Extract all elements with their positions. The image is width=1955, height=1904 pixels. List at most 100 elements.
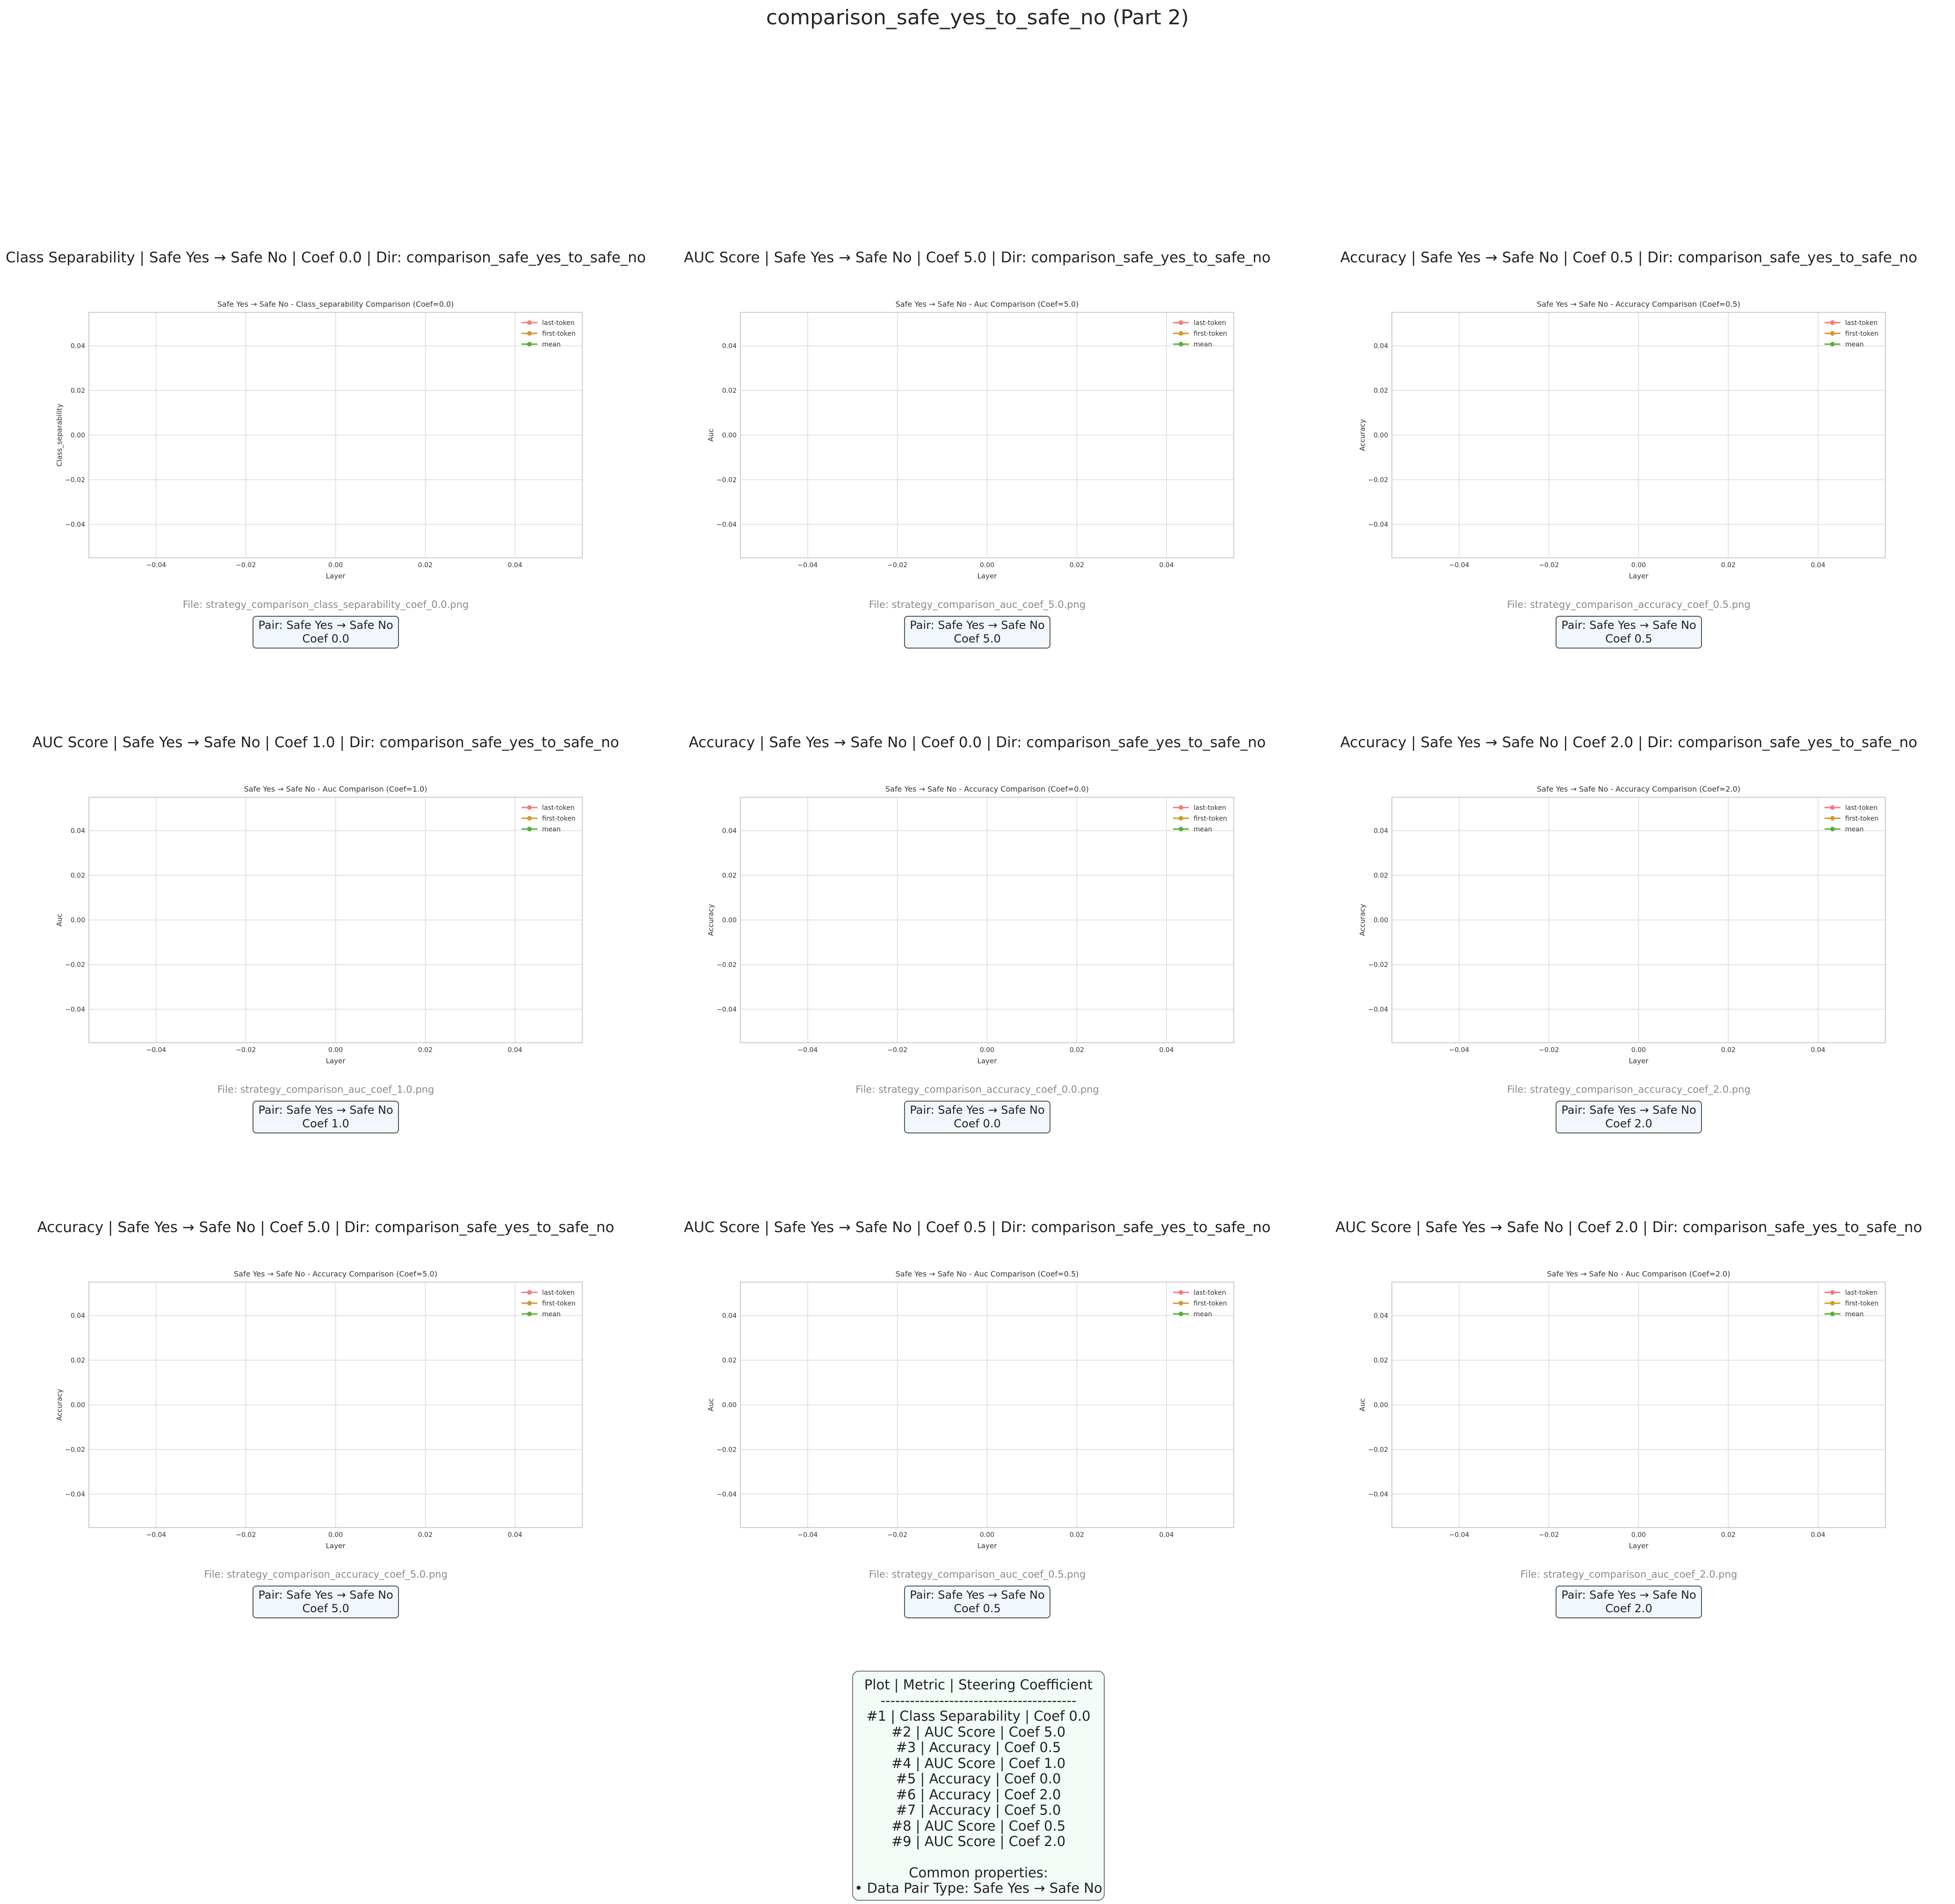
pair-label: Pair: Safe Yes → Safe No (1561, 1588, 1696, 1601)
legend-marker (1830, 1290, 1835, 1295)
y-tick-label: 0.04 (722, 1313, 737, 1320)
coef-label: Coef 1.0 (302, 1117, 349, 1130)
chart-svg: Safe Yes → Safe No - Auc Comparison (Coe… (1358, 1269, 1886, 1550)
summary-header: Plot | Metric | Steering Coefficient (864, 1677, 1093, 1693)
pair-box: Pair: Safe Yes → Safe No Coef 0.0 (652, 1101, 1303, 1133)
y-tick-label: 0.00 (1374, 917, 1388, 924)
y-tick-label: 0.04 (1374, 1313, 1388, 1320)
legend-marker (1179, 816, 1183, 821)
file-label: File: strategy_comparison_accuracy_coef_… (1507, 599, 1751, 610)
panel-title: Accuracy | Safe Yes → Safe No | Coef 5.0… (37, 1219, 615, 1236)
y-tick-label: −0.04 (65, 1491, 85, 1498)
chart-panel: Accuracy | Safe Yes → Safe No | Coef 0.0… (652, 485, 1303, 1133)
x-tick-label: −0.02 (236, 1046, 256, 1054)
plot-frame (740, 797, 1234, 1043)
coef-label: Coef 5.0 (302, 1602, 349, 1615)
legend-label: last-token (1845, 804, 1877, 812)
y-axis-label: Auc (55, 913, 64, 926)
x-tick-label: 0.02 (418, 1046, 433, 1054)
legend-marker (527, 827, 532, 831)
summary-row: #1 | Class Separability | Coef 0.0 (866, 1708, 1091, 1724)
y-tick-label: −0.02 (1368, 476, 1388, 484)
y-tick-label: 0.02 (1374, 872, 1388, 880)
x-axis-label: Layer (978, 572, 998, 580)
x-tick-label: −0.02 (1539, 1531, 1559, 1539)
legend-label: last-token (1194, 1289, 1226, 1297)
legend-marker (1830, 816, 1835, 821)
y-tick-label: 0.00 (71, 432, 85, 440)
y-axis-label: Accuracy (707, 904, 715, 936)
y-axis-label: Auc (707, 1398, 715, 1411)
file-label: File: strategy_comparison_accuracy_coef_… (855, 1084, 1099, 1095)
x-tick-label: −0.02 (887, 1531, 907, 1539)
y-tick-label: −0.02 (717, 476, 737, 484)
y-tick-label: 0.04 (1374, 343, 1388, 350)
x-tick-label: 0.02 (1721, 1531, 1736, 1539)
y-tick-label: −0.02 (717, 961, 737, 969)
legend-marker (527, 331, 532, 336)
x-tick-label: 0.04 (1811, 1046, 1825, 1054)
chart-title: Safe Yes → Safe No - Accuracy Comparison… (1537, 785, 1740, 793)
pair-box: Pair: Safe Yes → Safe No Coef 0.0 (0, 616, 652, 649)
panel-title: AUC Score | Safe Yes → Safe No | Coef 0.… (684, 1219, 1271, 1236)
pair-label: Pair: Safe Yes → Safe No (1561, 1103, 1696, 1117)
page-title: comparison_safe_yes_to_safe_no (Part 2) (766, 6, 1189, 29)
chart-panel: Accuracy | Safe Yes → Safe No | Coef 0.5… (1303, 0, 1955, 649)
x-axis-label: Layer (326, 572, 346, 580)
pair-label: Pair: Safe Yes → Safe No (1561, 619, 1696, 632)
legend-marker (1830, 1312, 1835, 1316)
summary-spacer (853, 1850, 1104, 1865)
legend-label: last-token (1194, 319, 1226, 327)
coef-label: Coef 2.0 (1605, 1602, 1652, 1615)
panel-title: Accuracy | Safe Yes → Safe No | Coef 0.5… (1340, 249, 1918, 266)
pair-box: Pair: Safe Yes → Safe No Coef 2.0 (1303, 1101, 1955, 1133)
file-label: File: strategy_comparison_auc_coef_1.0.p… (217, 1084, 434, 1095)
file-label: File: strategy_comparison_auc_coef_0.5.p… (869, 1569, 1086, 1580)
legend-marker (527, 1301, 532, 1305)
chart-title: Safe Yes → Safe No - Accuracy Comparison… (1537, 300, 1740, 309)
y-tick-label: 0.02 (1374, 1357, 1388, 1364)
pair-label: Pair: Safe Yes → Safe No (910, 619, 1045, 632)
chart-title: Safe Yes → Safe No - Accuracy Comparison… (234, 1269, 437, 1278)
legend-label: mean (1845, 1311, 1864, 1318)
panel-title: AUC Score | Safe Yes → Safe No | Coef 2.… (1335, 1219, 1922, 1236)
summary-row: #7 | Accuracy | Coef 5.0 (896, 1802, 1061, 1818)
summary-table: Plot | Metric | Steering Coefficient ---… (852, 1671, 1105, 1901)
y-tick-label: −0.04 (1368, 521, 1388, 528)
y-tick-label: −0.04 (717, 1491, 737, 1498)
x-tick-label: 0.00 (980, 562, 994, 569)
x-tick-label: 0.04 (1159, 1531, 1174, 1539)
chart-panel: Class Separability | Safe Yes → Safe No … (0, 0, 652, 649)
legend-label: mean (1194, 826, 1212, 833)
x-tick-label: −0.04 (797, 1046, 818, 1054)
x-tick-label: 0.04 (1811, 1531, 1825, 1539)
x-tick-label: 0.02 (1070, 562, 1084, 569)
x-tick-label: −0.04 (1449, 562, 1469, 569)
x-tick-label: 0.02 (1070, 1046, 1084, 1054)
y-tick-label: 0.04 (722, 343, 737, 350)
pair-box: Pair: Safe Yes → Safe No Coef 1.0 (0, 1101, 652, 1133)
coef-label: Coef 0.5 (1605, 632, 1652, 645)
chart-svg: Safe Yes → Safe No - Class_separability … (55, 300, 583, 580)
y-tick-label: 0.04 (71, 828, 85, 835)
y-tick-label: 0.02 (71, 872, 85, 880)
panel-title: AUC Score | Safe Yes → Safe No | Coef 5.… (684, 249, 1271, 266)
pair-box-inner: Pair: Safe Yes → Safe No Coef 1.0 (253, 1101, 399, 1133)
legend-marker (1179, 805, 1183, 810)
x-tick-label: −0.04 (146, 1531, 166, 1539)
legend-label: first-token (1845, 1300, 1879, 1307)
x-tick-label: −0.04 (797, 1531, 818, 1539)
legend-marker (1179, 1312, 1183, 1316)
plot-frame (88, 797, 583, 1043)
y-tick-label: 0.02 (722, 1357, 737, 1364)
x-tick-label: −0.02 (1539, 562, 1559, 569)
coef-label: Coef 0.0 (302, 632, 349, 645)
y-tick-label: 0.04 (722, 828, 737, 835)
legend-marker (1830, 331, 1835, 336)
file-label: File: strategy_comparison_accuracy_coef_… (204, 1569, 448, 1580)
plot-frame (1391, 1282, 1886, 1528)
pair-box: Pair: Safe Yes → Safe No Coef 5.0 (652, 616, 1303, 649)
y-axis-label: Class_separability (55, 404, 64, 467)
plot-frame (740, 312, 1234, 558)
plot-frame (1391, 312, 1886, 558)
